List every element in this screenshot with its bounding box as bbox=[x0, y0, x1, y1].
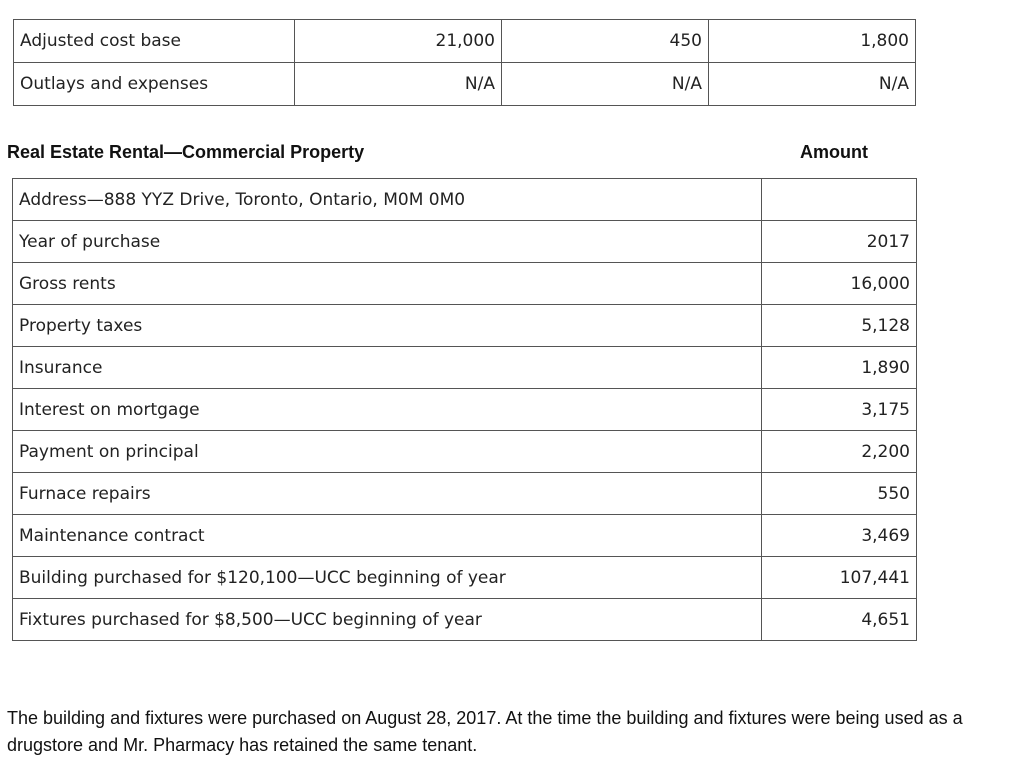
row-label: Interest on mortgage bbox=[12, 388, 762, 431]
row-amount: 107,441 bbox=[761, 556, 917, 599]
table-row: Interest on mortgage 3,175 bbox=[12, 388, 917, 431]
section-title: Real Estate Rental—Commercial Property bbox=[7, 142, 365, 162]
row-label: Maintenance contract bbox=[12, 514, 762, 557]
cell-value: N/A bbox=[708, 62, 916, 106]
table-row: Property taxes 5,128 bbox=[12, 304, 917, 347]
row-amount bbox=[761, 178, 917, 221]
rental-property-table: Address—888 YYZ Drive, Toronto, Ontario,… bbox=[12, 178, 917, 641]
table-row: Outlays and expenses N/A N/A N/A bbox=[13, 62, 916, 106]
row-label: Payment on principal bbox=[12, 430, 762, 473]
table-row: Furnace repairs 550 bbox=[12, 472, 917, 515]
row-amount: 4,651 bbox=[761, 598, 917, 641]
row-amount: 5,128 bbox=[761, 304, 917, 347]
row-amount: 550 bbox=[761, 472, 917, 515]
table-row: Gross rents 16,000 bbox=[12, 262, 917, 305]
table-row: Building purchased for $120,100—UCC begi… bbox=[12, 556, 917, 599]
row-label: Insurance bbox=[12, 346, 762, 389]
cell-value: N/A bbox=[294, 62, 502, 106]
table-row: Insurance 1,890 bbox=[12, 346, 917, 389]
row-label: Property taxes bbox=[12, 304, 762, 347]
row-label: Fixtures purchased for $8,500—UCC beginn… bbox=[12, 598, 762, 641]
row-amount: 3,175 bbox=[761, 388, 917, 431]
table-row: Address—888 YYZ Drive, Toronto, Ontario,… bbox=[12, 178, 917, 221]
cell-value: 1,800 bbox=[708, 19, 916, 63]
table-row: Year of purchase 2017 bbox=[12, 220, 917, 263]
cost-base-table: Adjusted cost base 21,000 450 1,800 Outl… bbox=[13, 19, 916, 106]
row-label: Building purchased for $120,100—UCC begi… bbox=[12, 556, 762, 599]
row-label: Year of purchase bbox=[12, 220, 762, 263]
row-amount: 3,469 bbox=[761, 514, 917, 557]
row-amount: 1,890 bbox=[761, 346, 917, 389]
row-label: Adjusted cost base bbox=[13, 19, 295, 63]
row-label: Furnace repairs bbox=[12, 472, 762, 515]
table-row: Payment on principal 2,200 bbox=[12, 430, 917, 473]
row-amount: 16,000 bbox=[761, 262, 917, 305]
footnote-paragraph: The building and fixtures were purchased… bbox=[7, 708, 963, 755]
row-label: Gross rents bbox=[12, 262, 762, 305]
table-row: Fixtures purchased for $8,500—UCC beginn… bbox=[12, 598, 917, 641]
cell-value: N/A bbox=[501, 62, 709, 106]
row-label: Address—888 YYZ Drive, Toronto, Ontario,… bbox=[12, 178, 762, 221]
amount-column-header: Amount bbox=[800, 142, 868, 162]
cell-value: 21,000 bbox=[294, 19, 502, 63]
table-row: Adjusted cost base 21,000 450 1,800 bbox=[13, 19, 916, 63]
cell-value: 450 bbox=[501, 19, 709, 63]
row-amount: 2017 bbox=[761, 220, 917, 263]
row-amount: 2,200 bbox=[761, 430, 917, 473]
row-label: Outlays and expenses bbox=[13, 62, 295, 106]
table-row: Maintenance contract 3,469 bbox=[12, 514, 917, 557]
